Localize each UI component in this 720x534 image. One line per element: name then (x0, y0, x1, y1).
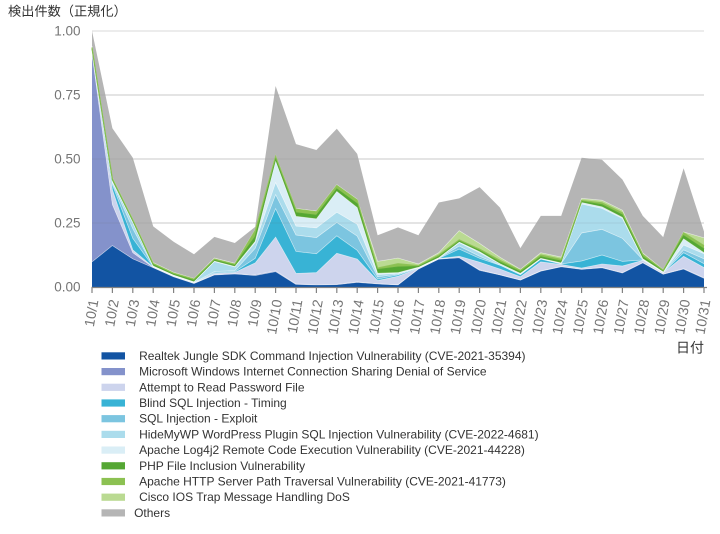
svg-text:10/1: 10/1 (81, 298, 102, 328)
svg-text:0.00: 0.00 (54, 280, 80, 295)
svg-text:10/3: 10/3 (122, 298, 143, 328)
svg-text:10/29: 10/29 (651, 298, 673, 335)
svg-text:Cisco IOS Trap Message Handlin: Cisco IOS Trap Message Handling DoS (139, 490, 350, 504)
svg-text:10/13: 10/13 (324, 298, 346, 335)
svg-text:1.00: 1.00 (54, 24, 80, 39)
svg-text:10/10: 10/10 (263, 298, 285, 335)
svg-text:10/6: 10/6 (183, 298, 204, 328)
svg-text:PHP File Inclusion Vulnerabili: PHP File Inclusion Vulnerability (139, 459, 305, 473)
svg-text:10/30: 10/30 (671, 298, 693, 335)
svg-text:Microsoft Windows Internet Con: Microsoft Windows Internet Connection Sh… (139, 365, 487, 379)
svg-text:Blind SQL Injection - Timing: Blind SQL Injection - Timing (139, 396, 287, 410)
svg-text:10/21: 10/21 (488, 298, 510, 335)
svg-text:10/17: 10/17 (406, 298, 428, 335)
svg-text:10/16: 10/16 (386, 298, 408, 335)
svg-text:10/19: 10/19 (447, 298, 469, 335)
svg-text:10/14: 10/14 (345, 298, 367, 335)
svg-text:10/25: 10/25 (569, 298, 591, 335)
svg-text:Attempt to Read Password File: Attempt to Read Password File (139, 380, 305, 394)
svg-text:Apache HTTP Server Path Traver: Apache HTTP Server Path Traversal Vulner… (139, 475, 506, 489)
svg-text:Apache Log4j2 Remote Code Exec: Apache Log4j2 Remote Code Execution Vuln… (139, 443, 525, 457)
svg-text:10/15: 10/15 (365, 298, 387, 335)
svg-text:10/8: 10/8 (224, 298, 245, 328)
svg-text:10/9: 10/9 (244, 298, 265, 328)
svg-text:10/22: 10/22 (508, 298, 530, 335)
svg-text:Realtek Jungle SDK Command Inj: Realtek Jungle SDK Command Injection Vul… (139, 349, 525, 363)
svg-text:10/7: 10/7 (203, 298, 224, 328)
svg-text:HideMyWP WordPress Plugin SQL: HideMyWP WordPress Plugin SQL Injection … (139, 427, 539, 441)
svg-text:10/26: 10/26 (590, 298, 612, 335)
svg-text:10/11: 10/11 (284, 298, 306, 334)
svg-text:10/4: 10/4 (142, 298, 163, 328)
svg-text:0.50: 0.50 (54, 152, 80, 167)
svg-text:10/27: 10/27 (610, 298, 632, 335)
svg-text:0.75: 0.75 (54, 88, 80, 103)
svg-text:10/23: 10/23 (528, 298, 550, 335)
svg-text:10/2: 10/2 (101, 298, 122, 328)
svg-text:10/24: 10/24 (549, 298, 571, 335)
svg-text:10/20: 10/20 (467, 298, 489, 335)
svg-text:10/18: 10/18 (426, 298, 448, 335)
svg-text:0.25: 0.25 (54, 216, 80, 231)
svg-text:10/28: 10/28 (630, 298, 652, 335)
svg-text:SQL Injection - Exploit: SQL Injection - Exploit (139, 412, 258, 426)
svg-text:Others: Others (134, 506, 170, 520)
svg-text:10/12: 10/12 (304, 298, 326, 335)
svg-text:10/31: 10/31 (692, 298, 714, 335)
svg-text:10/5: 10/5 (163, 298, 184, 328)
